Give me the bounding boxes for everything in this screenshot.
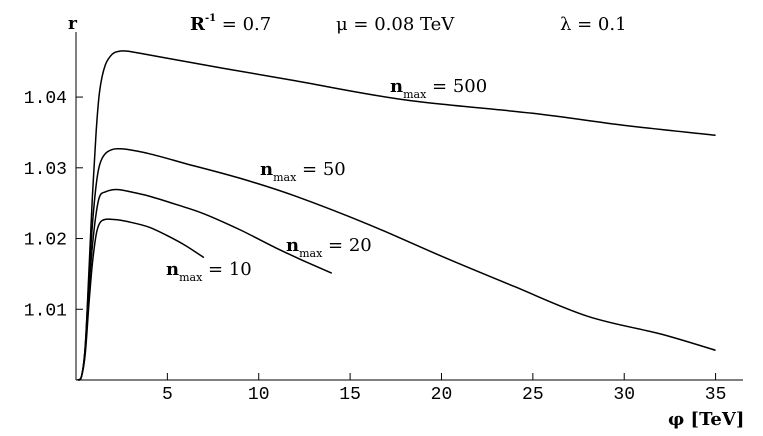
y-tick-label: 1.04 bbox=[24, 89, 67, 109]
label-nmax-500: nmax = 500 bbox=[390, 76, 487, 101]
series-line-3 bbox=[77, 218, 205, 381]
param-rinv-base: R bbox=[190, 14, 206, 35]
curve-labels: nmax = 500 nmax = 50 nmax = 20 nmax = 10 bbox=[166, 76, 487, 284]
label-nmax-50: nmax = 50 bbox=[260, 159, 346, 184]
param-rinv-value: = 0.7 bbox=[216, 14, 271, 35]
x-tick-label: 20 bbox=[431, 385, 453, 405]
series-line-0 bbox=[77, 50, 716, 381]
param-lambda: λ = 0.1 bbox=[560, 14, 627, 35]
x-tick-label: 15 bbox=[339, 385, 361, 405]
param-mu: μ = 0.08 TeV bbox=[336, 14, 455, 35]
x-tick-label: 5 bbox=[162, 385, 173, 405]
x-ticks: 5 10 15 20 25 30 35 bbox=[162, 373, 726, 405]
param-rinv-exp: -1 bbox=[205, 13, 216, 24]
series-line-2 bbox=[77, 188, 333, 381]
x-tick-label: 35 bbox=[705, 385, 727, 405]
label-nmax-20: nmax = 20 bbox=[286, 235, 372, 260]
y-ticks: 1.01 1.02 1.03 1.04 bbox=[24, 89, 83, 321]
y-axis-label: r bbox=[68, 14, 78, 34]
series-line-1 bbox=[77, 147, 716, 381]
label-nmax-10: nmax = 10 bbox=[166, 259, 252, 284]
x-tick-label: 30 bbox=[613, 385, 635, 405]
x-tick-label: 25 bbox=[522, 385, 544, 405]
param-rinv: R-1 = 0.7 bbox=[190, 13, 271, 35]
x-tick-label: 10 bbox=[248, 385, 270, 405]
y-tick-label: 1.02 bbox=[24, 231, 67, 251]
y-tick-label: 1.01 bbox=[24, 301, 67, 321]
curves bbox=[77, 50, 716, 381]
x-axis-label: φ [TeV] bbox=[668, 409, 744, 430]
y-tick-label: 1.03 bbox=[24, 160, 67, 180]
